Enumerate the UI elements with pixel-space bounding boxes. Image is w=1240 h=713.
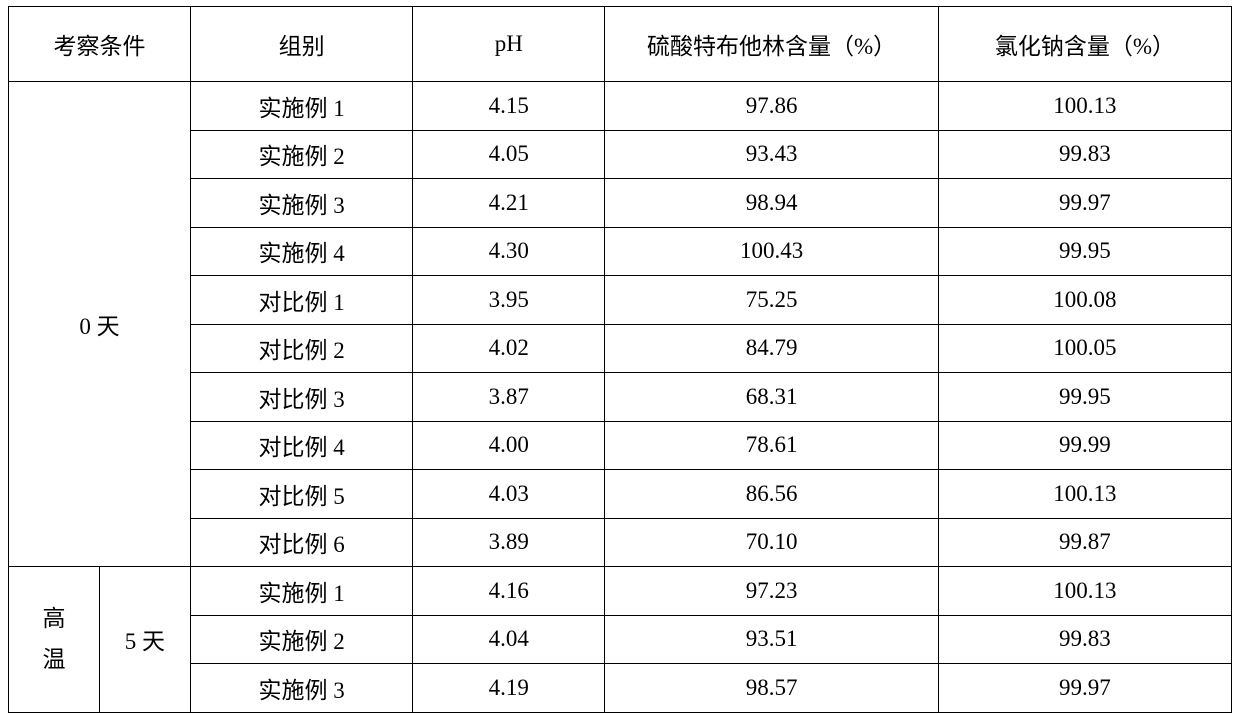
cell-terbutaline: 78.61 — [605, 421, 939, 470]
cell-ph: 4.03 — [413, 470, 605, 519]
cell-ph: 4.00 — [413, 421, 605, 470]
cell-terbutaline: 97.86 — [605, 82, 939, 131]
cell-terbutaline: 98.94 — [605, 179, 939, 228]
cell-terbutaline: 70.10 — [605, 518, 939, 567]
table-row: 实施例 24.0493.5199.83 — [9, 615, 1232, 664]
cell-nacl: 99.83 — [938, 130, 1231, 179]
cell-terbutaline: 68.31 — [605, 373, 939, 422]
cell-nacl: 99.83 — [938, 615, 1231, 664]
cell-group: 实施例 3 — [190, 664, 412, 713]
table-row: 实施例 44.30100.4399.95 — [9, 227, 1232, 276]
cell-terbutaline: 100.43 — [605, 227, 939, 276]
cell-ph: 3.89 — [413, 518, 605, 567]
cell-terbutaline: 75.25 — [605, 276, 939, 325]
cell-group: 实施例 2 — [190, 615, 412, 664]
cell-terbutaline: 86.56 — [605, 470, 939, 519]
table-row: 对比例 13.9575.25100.08 — [9, 276, 1232, 325]
cell-group: 对比例 5 — [190, 470, 412, 519]
condition-cell-b: 5 天 — [99, 567, 190, 713]
table-row: 高 温5 天实施例 14.1697.23100.13 — [9, 567, 1232, 616]
cell-nacl: 100.13 — [938, 82, 1231, 131]
cell-nacl: 99.87 — [938, 518, 1231, 567]
col-header-group: 组别 — [190, 7, 412, 82]
cell-group: 对比例 3 — [190, 373, 412, 422]
table-row: 实施例 34.1998.5799.97 — [9, 664, 1232, 713]
cell-terbutaline: 84.79 — [605, 324, 939, 373]
cell-nacl: 100.05 — [938, 324, 1231, 373]
cell-ph: 3.95 — [413, 276, 605, 325]
table-row: 0 天实施例 14.1597.86100.13 — [9, 82, 1232, 131]
cell-group: 对比例 1 — [190, 276, 412, 325]
data-table: 考察条件 组别 pH 硫酸特布他林含量（%） 氯化钠含量（%） 0 天实施例 1… — [8, 6, 1232, 713]
cell-group: 实施例 4 — [190, 227, 412, 276]
cell-ph: 4.04 — [413, 615, 605, 664]
cell-terbutaline: 93.51 — [605, 615, 939, 664]
table-row: 对比例 63.8970.1099.87 — [9, 518, 1232, 567]
condition-cell: 0 天 — [9, 82, 191, 567]
col-header-ph: pH — [413, 7, 605, 82]
cell-ph: 4.30 — [413, 227, 605, 276]
cell-nacl: 100.13 — [938, 470, 1231, 519]
col-header-terbutaline: 硫酸特布他林含量（%） — [605, 7, 939, 82]
cell-nacl: 99.97 — [938, 179, 1231, 228]
cell-terbutaline: 98.57 — [605, 664, 939, 713]
cell-terbutaline: 97.23 — [605, 567, 939, 616]
cell-group: 对比例 6 — [190, 518, 412, 567]
cell-group: 对比例 4 — [190, 421, 412, 470]
table-header-row: 考察条件 组别 pH 硫酸特布他林含量（%） 氯化钠含量（%） — [9, 7, 1232, 82]
cell-ph: 3.87 — [413, 373, 605, 422]
cell-nacl: 99.97 — [938, 664, 1231, 713]
table-row: 对比例 24.0284.79100.05 — [9, 324, 1232, 373]
cell-ph: 4.21 — [413, 179, 605, 228]
table-row: 对比例 54.0386.56100.13 — [9, 470, 1232, 519]
cell-group: 实施例 3 — [190, 179, 412, 228]
cell-group: 对比例 2 — [190, 324, 412, 373]
cell-nacl: 100.13 — [938, 567, 1231, 616]
table-row: 对比例 33.8768.3199.95 — [9, 373, 1232, 422]
cell-ph: 4.16 — [413, 567, 605, 616]
cell-nacl: 99.99 — [938, 421, 1231, 470]
cell-group: 实施例 1 — [190, 567, 412, 616]
cell-ph: 4.15 — [413, 82, 605, 131]
cell-ph: 4.05 — [413, 130, 605, 179]
cell-group: 实施例 2 — [190, 130, 412, 179]
table-container: 考察条件 组别 pH 硫酸特布他林含量（%） 氯化钠含量（%） 0 天实施例 1… — [0, 0, 1240, 711]
col-header-nacl: 氯化钠含量（%） — [938, 7, 1231, 82]
table-row: 实施例 34.2198.9499.97 — [9, 179, 1232, 228]
cell-ph: 4.19 — [413, 664, 605, 713]
cell-nacl: 99.95 — [938, 227, 1231, 276]
col-header-condition: 考察条件 — [9, 7, 191, 82]
cell-nacl: 99.95 — [938, 373, 1231, 422]
table-row: 对比例 44.0078.6199.99 — [9, 421, 1232, 470]
cell-nacl: 100.08 — [938, 276, 1231, 325]
table-row: 实施例 24.0593.4399.83 — [9, 130, 1232, 179]
cell-group: 实施例 1 — [190, 82, 412, 131]
condition-cell-a: 高 温 — [9, 567, 100, 713]
cell-ph: 4.02 — [413, 324, 605, 373]
cell-terbutaline: 93.43 — [605, 130, 939, 179]
